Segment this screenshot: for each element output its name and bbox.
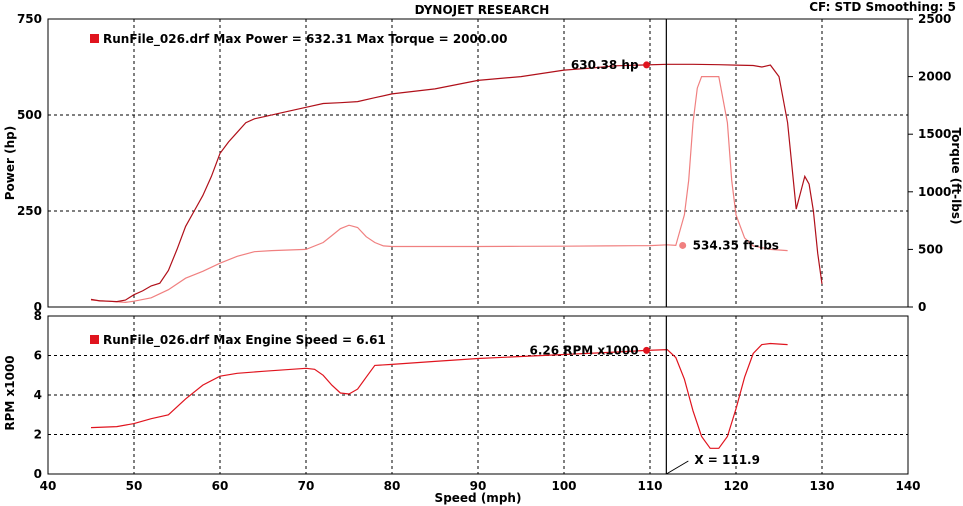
torque-tick-label: 1500	[918, 127, 951, 141]
correction-factor-label: CF: STD Smoothing: 5	[809, 0, 956, 14]
rpm-tick-label: 4	[34, 388, 42, 402]
speed-tick-label: 130	[809, 479, 834, 493]
rpm-series-line	[90, 342, 788, 449]
rpm-tick-label: 6	[34, 349, 42, 363]
power-torque-legend: RunFile_026.drf Max Power = 632.31 Max T…	[90, 32, 507, 47]
power-tick-label: 750	[17, 12, 42, 26]
torque-tick-label: 0	[918, 300, 926, 314]
rpm-panel: 6.26 RPM x1000 0 2 4 6 8 40 50 60 70 80 90 100 110 12…	[3, 309, 921, 493]
cursor-callout-leader	[666, 460, 689, 475]
torque-tick-label: 2000	[918, 70, 951, 84]
power-torque-legend-text: RunFile_026.drf Max Power = 632.31 Max T…	[103, 32, 507, 47]
rpm-tick-label: 8	[34, 309, 42, 323]
speed-tick-label: 100	[551, 479, 576, 493]
rpm-marker-label: 6.26 RPM x1000	[529, 343, 638, 357]
rpm-legend-text: RunFile_026.drf Max Engine Speed = 6.61	[103, 333, 386, 348]
torque-marker-label: 534.35 ft-lbs	[693, 238, 779, 252]
cursor-readout: X = 111.9	[694, 453, 760, 467]
rpm-tick-label: 0	[34, 467, 42, 481]
speed-axis-label: Speed (mph)	[435, 491, 522, 505]
rpm-tick-label: 2	[34, 428, 42, 442]
power-tick-label: 250	[17, 204, 42, 218]
power-tick-label: 500	[17, 108, 42, 122]
speed-tick-label: 120	[723, 479, 748, 493]
torque-tick-label: 2500	[918, 12, 951, 26]
speed-tick-label: 80	[384, 479, 401, 493]
speed-tick-label: 70	[298, 479, 315, 493]
torque-tick-label: 500	[918, 242, 943, 256]
rpm-axis-label: RPM x1000	[3, 355, 17, 430]
speed-tick-label: 60	[212, 479, 229, 493]
chart-title: DYNOJET RESEARCH	[415, 3, 550, 17]
torque-series-line	[90, 76, 788, 304]
speed-tick-label: 90	[470, 479, 487, 493]
power-legend-swatch	[90, 34, 99, 43]
speed-tick-label: 40	[40, 479, 57, 493]
power-series-line	[90, 63, 823, 303]
power-marker-label: 630.38 hp	[571, 58, 639, 72]
rpm-legend: RunFile_026.drf Max Engine Speed = 6.61	[90, 333, 386, 348]
torque-marker-point	[679, 241, 687, 249]
speed-tick-label: 140	[895, 479, 920, 493]
power-marker-point	[643, 61, 651, 69]
power-axis-label: Power (hp)	[3, 126, 17, 200]
power-tick-label: 0	[34, 300, 42, 314]
rpm-legend-swatch	[90, 335, 99, 344]
power-torque-panel: 630.38 hp 534.35 ft-lbs 0 250 500 750 0 500 100…	[3, 12, 963, 314]
speed-tick-label: 50	[126, 479, 143, 493]
rpm-marker-point	[643, 346, 651, 354]
torque-axis-label: Torque (ft-lbs)	[949, 128, 963, 225]
speed-tick-label: 110	[637, 479, 662, 493]
torque-tick-label: 1000	[918, 185, 951, 199]
